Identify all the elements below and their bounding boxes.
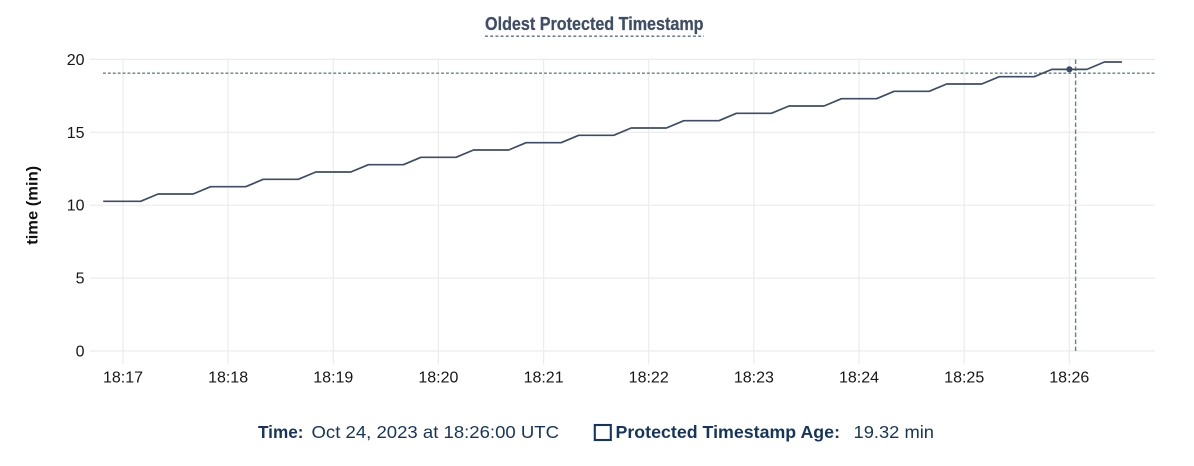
svg-text:Time:: Time:: [258, 422, 304, 442]
svg-text:18:17: 18:17: [103, 370, 143, 387]
svg-text:18:20: 18:20: [418, 370, 458, 387]
svg-text:0: 0: [76, 344, 85, 361]
svg-text:18:24: 18:24: [839, 370, 879, 387]
svg-text:Protected Timestamp Age:: Protected Timestamp Age:: [616, 422, 841, 442]
svg-text:18:22: 18:22: [629, 370, 669, 387]
svg-text:5: 5: [76, 271, 85, 288]
svg-text:18:25: 18:25: [944, 370, 984, 387]
svg-text:Oldest Protected Timestamp: Oldest Protected Timestamp: [485, 14, 704, 34]
svg-text:10: 10: [67, 198, 85, 215]
svg-text:19.32 min: 19.32 min: [854, 422, 935, 442]
svg-text:18:23: 18:23: [734, 370, 774, 387]
svg-text:18:18: 18:18: [208, 370, 248, 387]
svg-text:18:26: 18:26: [1049, 370, 1089, 387]
svg-text:15: 15: [67, 125, 85, 142]
svg-text:18:21: 18:21: [524, 370, 564, 387]
svg-text:18:19: 18:19: [313, 370, 353, 387]
svg-text:time (min): time (min): [25, 166, 42, 245]
svg-text:Oct 24, 2023 at 18:26:00 UTC: Oct 24, 2023 at 18:26:00 UTC: [312, 422, 560, 442]
svg-text:20: 20: [67, 52, 85, 69]
